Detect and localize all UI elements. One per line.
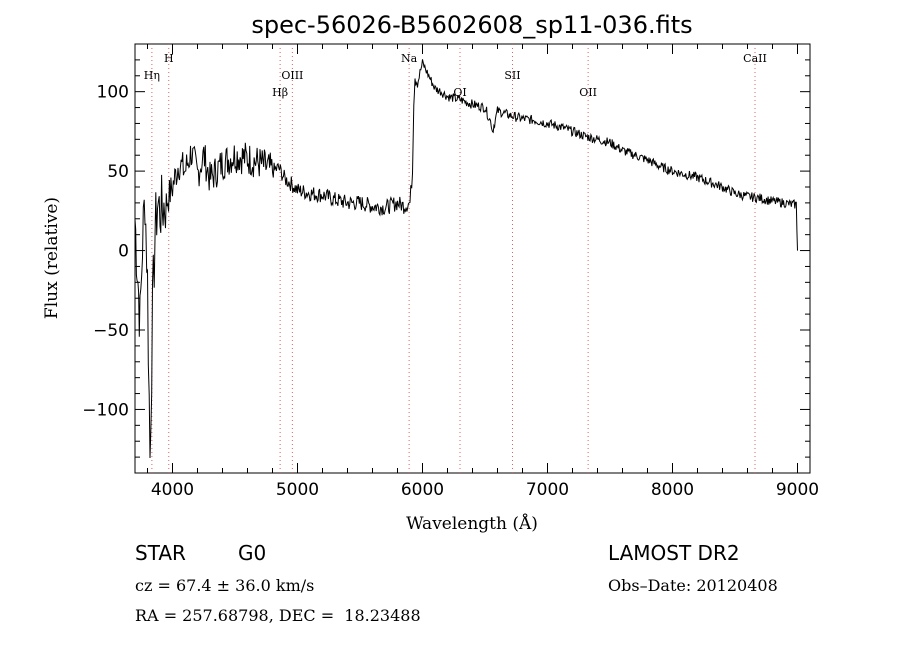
axis-tick-labels: 4000 5000 6000 7000 8000 9000 −100 −50 0 50 100 bbox=[82, 83, 819, 500]
spectrum-line bbox=[134, 59, 798, 459]
x-tick-label: 8000 bbox=[651, 480, 694, 500]
y-tick-label: −100 bbox=[82, 400, 129, 420]
line-label: Na bbox=[401, 52, 418, 65]
line-label: OIII bbox=[281, 69, 303, 82]
line-label: Hβ bbox=[272, 86, 288, 99]
line-label: Hη bbox=[144, 69, 160, 82]
y-axis-label: Flux (relative) bbox=[42, 197, 62, 319]
redshift-text: cz = 67.4 ± 36.0 km/s bbox=[135, 576, 314, 595]
x-tick-label: 4000 bbox=[151, 480, 194, 500]
y-tick-label: −50 bbox=[93, 321, 129, 341]
survey-name: LAMOST DR2 bbox=[608, 541, 740, 565]
line-label: SII bbox=[504, 69, 520, 82]
x-tick-label: 5000 bbox=[276, 480, 319, 500]
line-label: CaII bbox=[743, 52, 767, 65]
x-tick-label: 9000 bbox=[776, 480, 819, 500]
coordinates: RA = 257.68798, DEC = 18.23488 bbox=[135, 606, 421, 625]
obs-date: Obs–Date: 20120408 bbox=[608, 576, 778, 595]
subclass: G0 bbox=[238, 541, 266, 565]
object-type: STAR bbox=[135, 541, 186, 565]
y-tick-label: 0 bbox=[118, 242, 129, 262]
y-tick-label: 100 bbox=[97, 83, 129, 103]
x-axis-label: Wavelength (Å) bbox=[406, 513, 538, 534]
line-label: OII bbox=[579, 86, 597, 99]
line-label: H bbox=[164, 52, 174, 65]
y-tick-label: 50 bbox=[107, 162, 129, 182]
plot-frame bbox=[134, 43, 811, 474]
x-tick-label: 6000 bbox=[401, 480, 444, 500]
emission-line-markers bbox=[151, 44, 756, 473]
line-labels: H Hη OIII Hβ Na OI SII OII CaII bbox=[144, 52, 767, 99]
line-label: OI bbox=[453, 86, 466, 99]
chart-title: spec-56026-B5602608_sp11-036.fits bbox=[251, 11, 692, 39]
axis-ticks bbox=[135, 44, 810, 473]
x-tick-label: 7000 bbox=[526, 480, 569, 500]
